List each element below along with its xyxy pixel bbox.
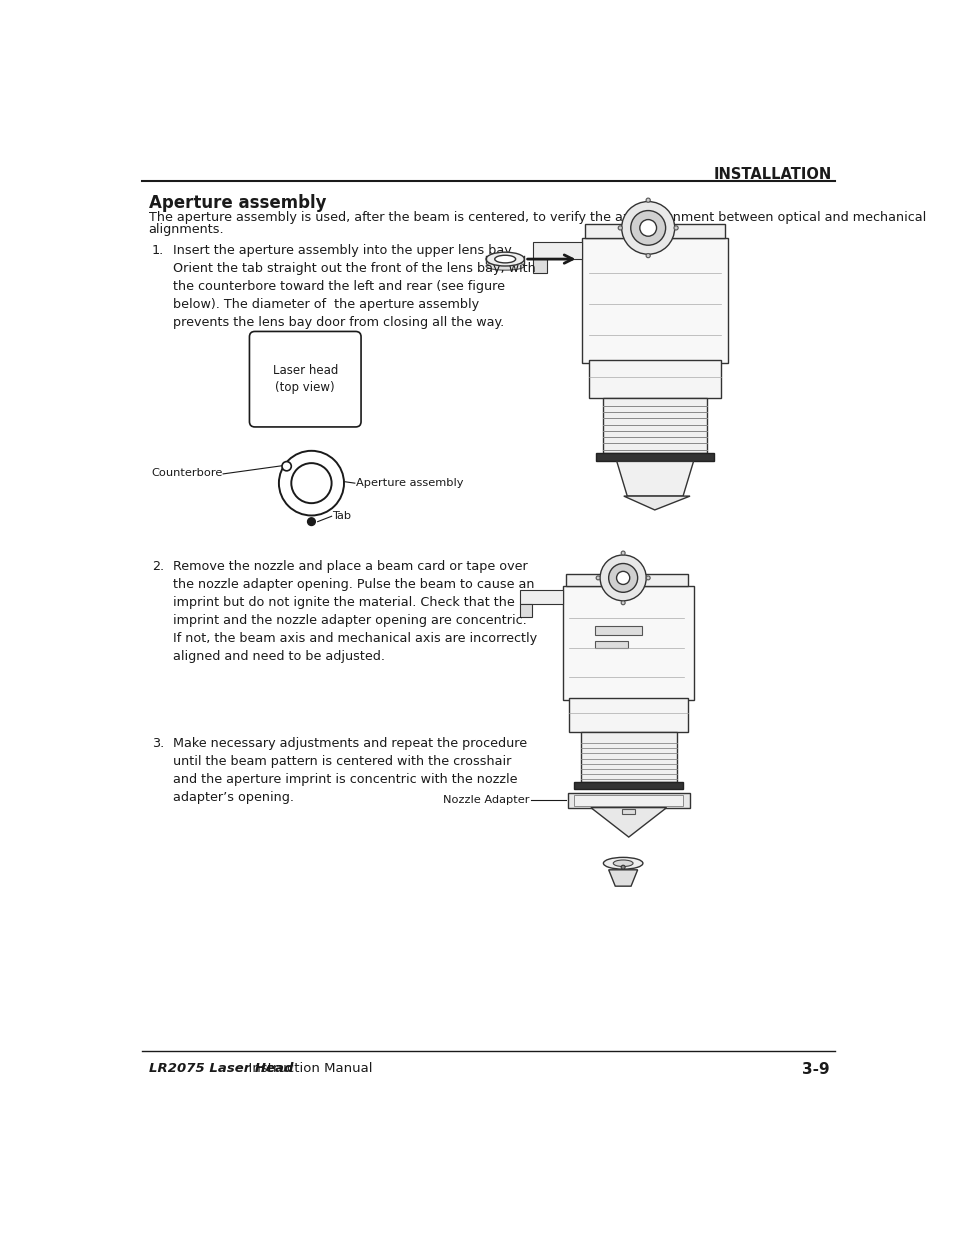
Bar: [574, 782, 682, 789]
Polygon shape: [623, 496, 689, 510]
Text: 3-9: 3-9: [801, 1062, 828, 1077]
Ellipse shape: [495, 256, 516, 263]
Bar: [621, 809, 635, 814]
Circle shape: [645, 198, 650, 203]
Ellipse shape: [613, 860, 633, 867]
Text: Laser head
(top view): Laser head (top view): [273, 364, 337, 394]
Bar: [574, 795, 682, 805]
Circle shape: [616, 572, 629, 584]
Bar: [595, 641, 628, 648]
Ellipse shape: [485, 252, 524, 266]
Bar: [533, 242, 581, 259]
Text: Instruction Manual: Instruction Manual: [240, 1062, 373, 1076]
Bar: [519, 589, 562, 604]
Text: Remove the nozzle and place a beam card or tape over
the nozzle adapter opening.: Remove the nozzle and place a beam card …: [173, 561, 537, 663]
Bar: [595, 626, 641, 635]
Circle shape: [645, 253, 650, 258]
Bar: [565, 574, 687, 585]
Bar: [533, 259, 546, 273]
Bar: [567, 793, 689, 808]
Text: The aperture assembly is used, after the beam is centered, to verify the axial a: The aperture assembly is used, after the…: [149, 211, 925, 225]
Bar: [519, 604, 531, 618]
Bar: [569, 698, 687, 731]
Bar: [562, 585, 694, 700]
Text: Counterbore: Counterbore: [151, 468, 222, 478]
Circle shape: [620, 551, 624, 555]
Polygon shape: [608, 869, 637, 887]
Circle shape: [639, 220, 656, 236]
Circle shape: [620, 866, 624, 869]
Polygon shape: [590, 808, 666, 837]
Circle shape: [291, 463, 332, 503]
Circle shape: [618, 226, 621, 230]
Circle shape: [620, 600, 624, 605]
Text: alignments.: alignments.: [149, 222, 224, 236]
Text: Nozzle Adapter: Nozzle Adapter: [442, 795, 529, 805]
Text: Aperture assembly: Aperture assembly: [355, 478, 462, 488]
Polygon shape: [617, 462, 693, 496]
Circle shape: [596, 576, 599, 580]
Text: LR2075 Laser Head: LR2075 Laser Head: [149, 1062, 293, 1076]
Circle shape: [307, 517, 315, 526]
Bar: [596, 453, 714, 462]
Circle shape: [621, 201, 674, 254]
Circle shape: [645, 576, 650, 580]
Text: Make necessary adjustments and repeat the procedure
until the beam pattern is ce: Make necessary adjustments and repeat th…: [173, 737, 527, 804]
Text: 1.: 1.: [152, 245, 164, 257]
Text: Aperture assembly: Aperture assembly: [149, 194, 326, 212]
FancyBboxPatch shape: [249, 331, 360, 427]
Circle shape: [282, 462, 291, 471]
Circle shape: [278, 451, 344, 515]
Bar: [585, 225, 724, 238]
Circle shape: [673, 226, 678, 230]
Ellipse shape: [602, 857, 642, 869]
Circle shape: [630, 211, 665, 246]
Bar: [581, 238, 728, 363]
Circle shape: [608, 563, 637, 593]
Text: 3.: 3.: [152, 737, 164, 750]
Bar: [580, 731, 676, 782]
Ellipse shape: [485, 262, 524, 270]
Text: Insert the aperture assembly into the upper lens bay.
Orient the tab straight ou: Insert the aperture assembly into the up…: [173, 245, 536, 330]
Bar: [602, 398, 707, 453]
Text: Tab: Tab: [332, 511, 351, 521]
Bar: [588, 359, 720, 398]
Text: 2.: 2.: [152, 561, 164, 573]
Text: INSTALLATION: INSTALLATION: [713, 168, 831, 183]
Circle shape: [599, 555, 645, 600]
